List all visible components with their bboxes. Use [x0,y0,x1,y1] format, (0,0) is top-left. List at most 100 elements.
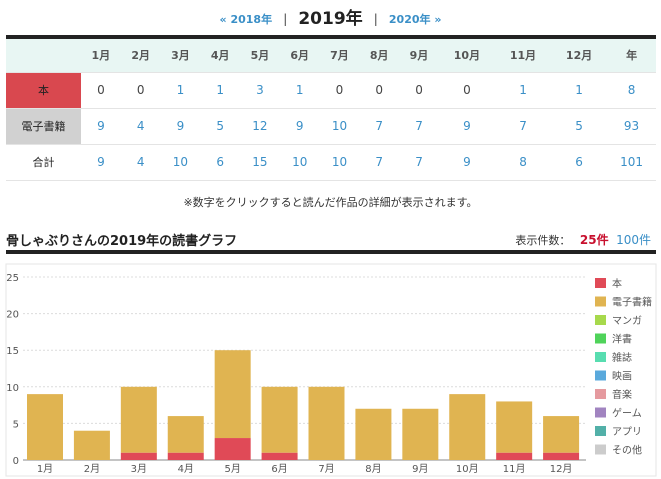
legend-swatch [595,296,606,307]
bar-segment [543,416,580,453]
bar-segment [402,408,439,460]
count-cell[interactable]: 6 [551,144,608,181]
count-cell[interactable]: 12 [240,108,280,145]
count-cell[interactable]: 9 [160,108,201,145]
count-cell[interactable]: 10 [319,144,360,181]
bar-segment [214,438,251,460]
count-cell[interactable]: 9 [81,144,121,181]
x-tick-label: 4月 [178,463,194,475]
count-cell[interactable]: 1 [551,72,608,109]
legend-label: 電子書籍 [612,296,652,309]
x-tick-label: 9月 [412,463,428,475]
count-cell[interactable]: 9 [438,144,495,181]
legend-label: 洋書 [612,333,632,346]
separator: | [283,12,288,26]
count-cell[interactable]: 1 [494,72,552,109]
count-cell: 0 [399,72,439,109]
count-cell[interactable]: 4 [120,144,161,181]
month-header: 3月 [160,37,201,73]
count-cell[interactable]: 1 [200,72,241,109]
corner-cell [6,37,81,73]
count-cell[interactable]: 10 [160,144,201,181]
count-cell[interactable]: 6 [200,144,241,181]
bar-segment [496,452,533,460]
count-cell[interactable]: 9 [438,108,495,145]
month-header: 8月 [359,37,400,73]
legend-swatch [595,426,606,436]
display-count-label: 表示件数： [515,234,571,247]
count-cell[interactable]: 5 [200,108,241,145]
click-note: ※数字をクリックすると読んだ作品の詳細が表示されます。 [183,196,478,209]
bar-segment [496,401,533,453]
display-count: 表示件数： 25件 100件 [515,231,651,248]
month-header: 6月 [279,37,320,73]
legend-swatch [595,389,606,399]
bar-segment [261,386,298,453]
next-year-link[interactable]: 2020年 » [388,13,442,26]
month-header: 7月 [319,37,360,73]
bar-segment [261,452,298,460]
prev-year-link[interactable]: « 2018年 [219,13,273,26]
count-cell[interactable]: 7 [494,108,552,145]
count-cell[interactable]: 101 [607,144,656,181]
table-header-row: 1月 2月 3月 4月 5月 6月 7月 8月 9月 10月 11月 12月 年 [6,37,656,73]
count-cell[interactable]: 1 [160,72,201,109]
bar-segment [167,452,204,460]
legend-swatch [595,333,606,344]
x-tick-label: 6月 [271,463,287,475]
year-navigation: « 2018年 | 2019年 | 2020年 » [0,4,661,29]
count-cell: 0 [359,72,400,109]
count-cell[interactable]: 10 [279,144,320,181]
legend-swatch [595,352,606,362]
count-cell[interactable]: 4 [120,108,161,145]
y-tick-label: 0 [13,456,19,467]
count-cell[interactable]: 93 [607,108,656,145]
month-header: 11月 [494,37,552,73]
count-cell: 0 [319,72,360,109]
y-tick-label: 5 [13,419,19,430]
count-cell[interactable]: 8 [607,72,656,109]
x-tick-label: 8月 [365,463,381,475]
x-tick-label: 10月 [456,463,479,475]
count-option-100[interactable]: 100件 [616,233,651,247]
y-tick-label: 25 [6,273,19,284]
x-tick-label: 1月 [37,463,53,475]
legend-label: 映画 [612,371,632,383]
legend-label: ゲーム [612,408,642,420]
bar-segment [449,394,486,460]
count-cell[interactable]: 3 [240,72,280,109]
bar-segment [73,430,110,460]
month-header: 1月 [81,37,121,73]
reading-bar-chart: 0 5 10 15 20 25 1月 2月 3月 4月 5月 6月 7月 8月 9月 10月 11月 12月 本電子… [5,263,657,477]
bar-segment [167,416,204,453]
count-cell[interactable]: 15 [240,144,280,181]
x-tick-label: 3月 [131,463,147,475]
count-cell[interactable]: 8 [494,144,552,181]
legend-label: 雑誌 [612,351,632,364]
legend-label: アプリ [612,426,642,438]
table-row: 合計 9 4 10 6 15 10 10 7 7 9 8 6 101 [6,144,656,181]
count-cell[interactable]: 10 [319,108,360,145]
row-label: 合計 [6,144,81,181]
x-tick-label: 11月 [503,463,526,475]
count-cell[interactable]: 9 [279,108,320,145]
count-cell[interactable]: 7 [359,144,400,181]
year-header: 年 [607,37,656,73]
chart-frame [5,263,657,477]
legend-swatch [595,444,606,455]
bar-segment [355,408,392,460]
count-cell[interactable]: 7 [399,144,439,181]
month-header: 12月 [551,37,608,73]
y-tick-label: 10 [6,383,19,394]
legend-label: 音楽 [612,388,632,401]
count-cell[interactable]: 7 [359,108,400,145]
count-cell[interactable]: 1 [279,72,320,109]
month-header: 4月 [200,37,241,73]
legend-swatch [595,407,606,418]
bar-segment [214,350,251,439]
legend-label: 本 [612,277,622,290]
count-cell[interactable]: 9 [81,108,121,145]
count-cell[interactable]: 5 [551,108,608,145]
count-cell[interactable]: 7 [399,108,439,145]
